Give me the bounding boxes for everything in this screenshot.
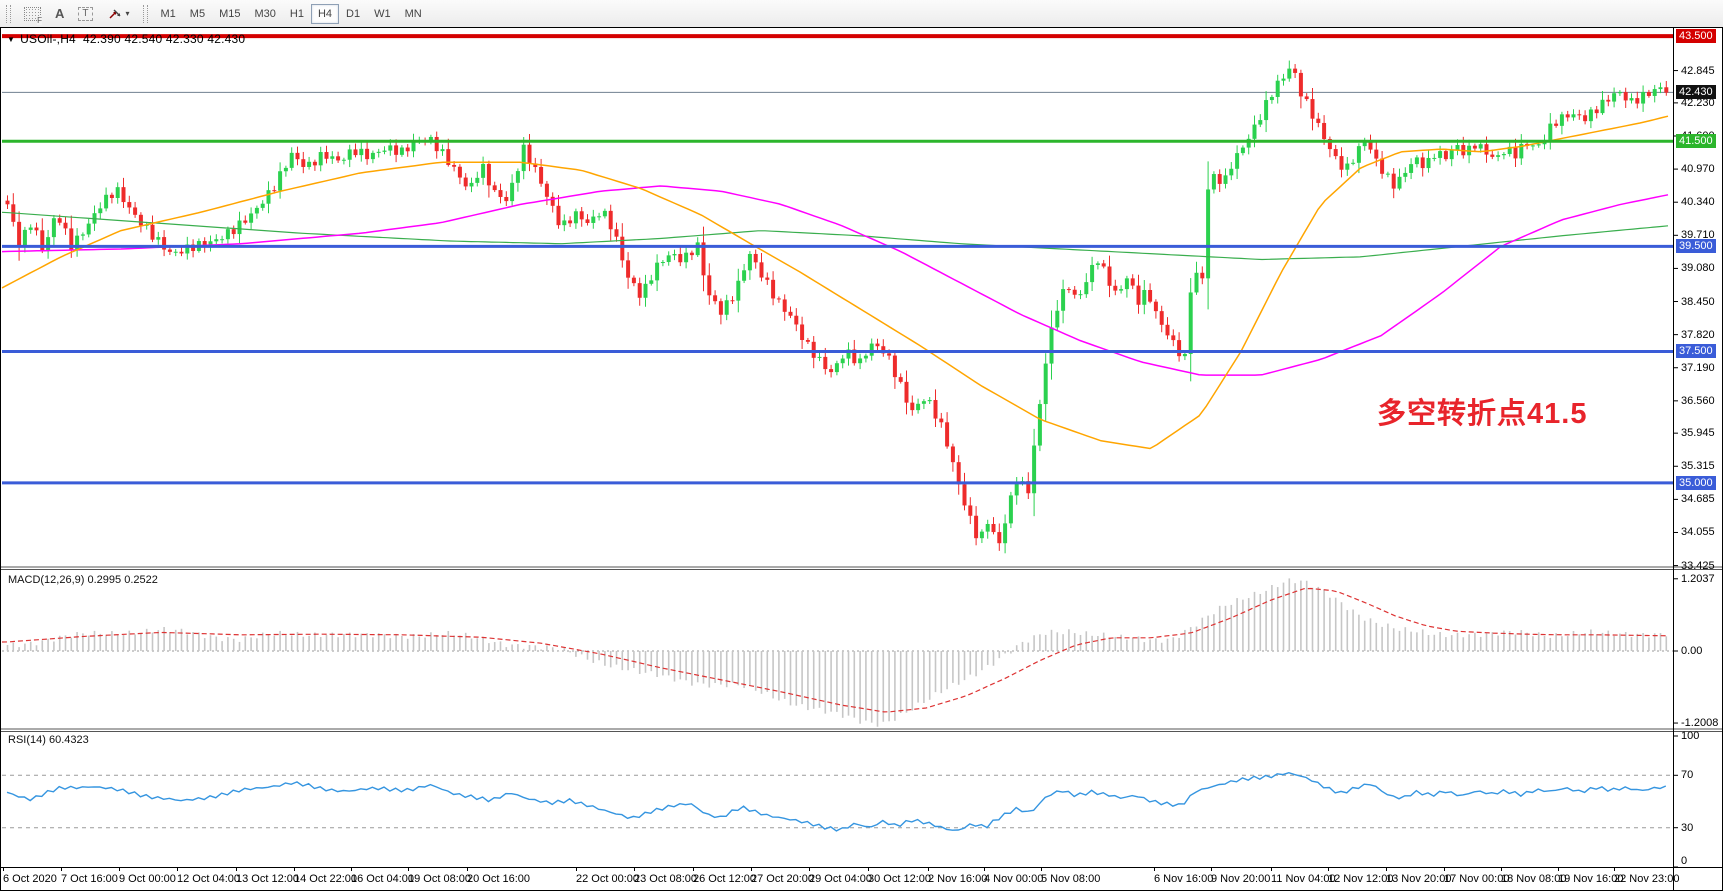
date-tick-label: 17 Nov 00:00 [1444, 873, 1510, 885]
toolbar-grip[interactable] [6, 4, 11, 23]
price-tick-label: 36.560 [1681, 394, 1715, 407]
date-tick-label: 9 Nov 20:00 [1211, 873, 1271, 885]
date-tick-label: 16 Oct 04:00 [351, 873, 414, 885]
symbol-period-label: USOil-,H4 [20, 32, 76, 46]
grid-f-icon: F [24, 6, 42, 25]
rsi-axis-label: 100 [1681, 730, 1700, 742]
annotation-text: 多空转折点41.5 [1377, 398, 1588, 430]
price-tick-label: 40.970 [1681, 163, 1715, 176]
timeframe-w1[interactable]: W1 [374, 7, 391, 20]
macd-value-main: 0.2995 [87, 574, 122, 586]
timeframe-m1[interactable]: M1 [160, 7, 176, 20]
ohlc-values: 42.390 42.540 42.330 42.430 [83, 32, 246, 46]
toolbar: F A T ▾ M1 M5 M15 M30 H1 H4 D1 W1 MN [0, 0, 1723, 28]
date-tick-label: 6 Nov 16:00 [1154, 873, 1214, 885]
price-tick-label: 34.685 [1681, 493, 1715, 506]
rsi-name: RSI(14) [8, 734, 46, 746]
macd-axis-label: 1.2037 [1681, 572, 1715, 585]
timeframe-d1[interactable]: D1 [346, 7, 361, 20]
rsi-axis-label: 30 [1681, 821, 1694, 834]
price-tick-label: 33.425 [1681, 559, 1715, 572]
dropdown-caret-icon: ▾ [125, 9, 130, 18]
price-tick-label: 42.845 [1681, 64, 1715, 77]
macd-axis-label: 0.00 [1681, 645, 1703, 657]
text-a-icon: A [55, 6, 65, 21]
date-tick-label: 11 Nov 04:00 [1271, 873, 1336, 885]
price-tick-label: 42.230 [1681, 96, 1715, 109]
timeframe-mn[interactable]: MN [404, 7, 422, 20]
price-level-chip: 41.500 [1676, 134, 1716, 149]
date-tick-label: 13 Oct 12:00 [236, 873, 299, 885]
date-tick-label: 14 Oct 22:00 [294, 873, 357, 885]
toolbar-grip-2[interactable] [142, 4, 148, 23]
date-tick-label: 20 Oct 16:00 [467, 873, 530, 885]
timeframe-m30[interactable]: M30 [254, 7, 276, 20]
date-tick-label: 2 Nov 16:00 [928, 873, 988, 885]
price-level-chip: 35.000 [1676, 475, 1716, 490]
date-tick-label: 30 Oct 12:00 [868, 873, 931, 885]
symbol-dropdown-icon[interactable]: ▼ [7, 35, 16, 44]
date-tick-label: 6 Oct 2020 [3, 873, 57, 885]
date-tick-label: 7 Oct 16:00 [61, 873, 118, 885]
date-tick-label: 9 Oct 00:00 [119, 873, 176, 885]
chart-canvas [1, 28, 1722, 890]
date-tick-label: 22 Nov 23:00 [1614, 873, 1680, 885]
date-tick-label: 27 Oct 20:00 [751, 873, 814, 885]
chart-window: ▼ USOil-,H4 42.390 42.540 42.330 42.430 M… [0, 27, 1723, 891]
price-tick-label: 35.315 [1681, 460, 1715, 473]
price-tick-label: 37.190 [1681, 361, 1715, 374]
macd-label: MACD(12,26,9) 0.2995 0.2522 [8, 574, 158, 586]
date-tick-label: 26 Oct 12:00 [693, 873, 756, 885]
date-tick-label: 19 Nov 16:00 [1558, 873, 1624, 885]
price-level-chip: 37.500 [1676, 344, 1716, 359]
rsi-value: 60.4323 [48, 734, 89, 746]
price-tick-label: 39.080 [1681, 262, 1715, 275]
arrows-tool-button[interactable]: ▾ [100, 4, 137, 24]
rsi-label: RSI(14) 60.4323 [8, 734, 89, 746]
date-tick-label: 13 Nov 20:00 [1386, 873, 1452, 885]
arrows-icon [108, 8, 121, 19]
price-tick-label: 38.450 [1681, 295, 1715, 308]
price-level-chip: 42.430 [1676, 85, 1716, 100]
date-tick-label: 22 Oct 00:00 [576, 873, 639, 885]
timeframe-h4[interactable]: H4 [310, 3, 340, 24]
date-tick-label: 19 Oct 08:00 [408, 873, 471, 885]
date-tick-label: 12 Nov 12:00 [1328, 873, 1394, 885]
rsi-axis-label: 0 [1681, 855, 1688, 867]
text-tool-button[interactable]: A [48, 4, 71, 24]
date-tick-label: 12 Oct 04:00 [177, 873, 240, 885]
timeframe-m15[interactable]: M15 [219, 7, 241, 20]
label-tool-button[interactable]: T [71, 4, 99, 24]
timeframe-m5[interactable]: M5 [189, 7, 206, 20]
rsi-axis-label: 70 [1681, 769, 1694, 782]
macd-value-signal: 0.2522 [124, 574, 158, 586]
timeframe-h1[interactable]: H1 [289, 7, 304, 20]
label-t-icon: T [78, 6, 93, 21]
price-tick-label: 37.820 [1681, 328, 1715, 341]
date-tick-label: 4 Nov 00:00 [984, 873, 1044, 885]
price-tick-label: 35.945 [1681, 427, 1715, 440]
price-tick-label: 39.710 [1681, 229, 1715, 242]
date-tick-label: 23 Oct 08:00 [634, 873, 697, 885]
macd-name: MACD(12,26,9) [8, 574, 85, 586]
price-level-chip: 39.500 [1676, 239, 1716, 254]
price-level-chip: 43.500 [1676, 29, 1716, 44]
grid-button[interactable]: F [17, 4, 48, 25]
date-tick-label: 18 Nov 08:00 [1501, 873, 1567, 885]
date-tick-label: 29 Oct 04:00 [809, 873, 872, 885]
date-tick-label: 5 Nov 08:00 [1041, 873, 1101, 885]
price-tick-label: 40.340 [1681, 196, 1715, 209]
macd-axis-label: -1.2008 [1681, 717, 1719, 730]
price-tick-label: 34.055 [1681, 526, 1715, 539]
chart-title: ▼ USOil-,H4 42.390 42.540 42.330 42.430 [7, 32, 245, 46]
